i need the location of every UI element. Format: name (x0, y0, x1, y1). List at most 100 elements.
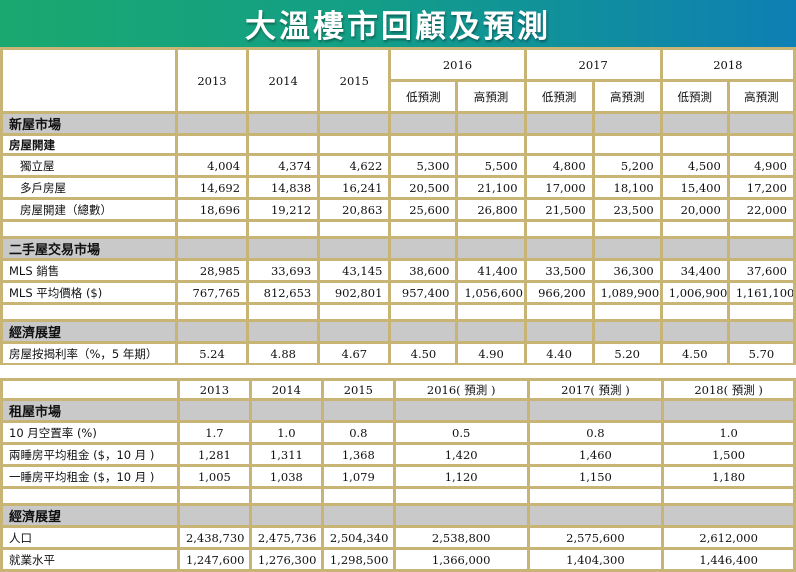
year-header: 2014 (251, 381, 321, 398)
table-cell: 37,600 (729, 261, 793, 280)
forecast-subheader-row: 低預測 高預測 低預測 高預測 低預測 高預測 (3, 82, 793, 111)
table-cell: 43,145 (320, 261, 389, 280)
table-cell: 5.24 (177, 344, 247, 363)
table-cell: 1,005 (179, 467, 249, 486)
section-header-row: 二手屋交易市場 (3, 239, 793, 258)
table-cell: 1,120 (395, 467, 527, 486)
year-header: 2018 (662, 50, 793, 79)
year-header: 2013 (177, 50, 247, 111)
table-cell: 25,600 (391, 200, 456, 219)
table-cell: 2,438,730 (179, 528, 249, 547)
page-title: 大溫樓市回顧及預測 (245, 9, 551, 45)
year-header: 2017( 預測 ) (529, 381, 662, 398)
group-header-row: 房屋開建 (3, 136, 793, 153)
table-row: 房屋開建（總數） 18,696 19,212 20,863 25,600 26,… (3, 200, 793, 219)
table-cell: 23,500 (594, 200, 660, 219)
table-cell: 18,696 (177, 200, 247, 219)
table-cell: 0.8 (529, 423, 662, 442)
year-header-row: 2013 2014 2015 2016 2017 2018 (3, 50, 793, 111)
table-cell: 20,000 (662, 200, 727, 219)
year-header: 2013 (179, 381, 249, 398)
table-cell: 2,612,000 (664, 528, 793, 547)
section-header-row: 經濟展望 (3, 322, 793, 341)
section-title: 新屋市場 (3, 114, 175, 133)
table-cell: 14,838 (249, 178, 318, 197)
table-cell: 5,200 (594, 156, 660, 175)
table-cell: 18,100 (594, 178, 660, 197)
table-cell: 2,575,600 (529, 528, 662, 547)
table-cell: 4.88 (249, 344, 318, 363)
table-cell: 1.7 (179, 423, 249, 442)
table-cell: 15,400 (662, 178, 727, 197)
table-cell: 1,150 (529, 467, 662, 486)
section-header-row: 經濟展望 (3, 506, 793, 525)
table-row: 就業水平 1,247,600 1,276,300 1,298,500 1,366… (3, 550, 793, 569)
row-label: 兩睡房平均租金 ($，10 月 ) (3, 445, 177, 464)
table-cell: 14,692 (177, 178, 247, 197)
table-cell: 4.40 (526, 344, 592, 363)
table-cell: 957,400 (391, 283, 456, 302)
table-cell: 4,622 (320, 156, 389, 175)
table-cell: 812,653 (249, 283, 318, 302)
row-label: 人口 (3, 528, 177, 547)
table-cell: 34,400 (662, 261, 727, 280)
table-cell: 1,089,900 (594, 283, 660, 302)
table-cell: 966,200 (526, 283, 592, 302)
table-row: 獨立屋 4,004 4,374 4,622 5,300 5,500 4,800 … (3, 156, 793, 175)
table-cell: 1,180 (664, 467, 793, 486)
year-header: 2015 (320, 50, 389, 111)
year-header: 2017 (526, 50, 660, 79)
table-cell: 38,600 (391, 261, 456, 280)
year-header: 2018( 預測 ) (664, 381, 793, 398)
high-forecast-header: 高預測 (594, 82, 660, 111)
table-cell: 1,298,500 (323, 550, 393, 569)
table-cell: 1,038 (251, 467, 321, 486)
table-cell: 0.8 (323, 423, 393, 442)
row-label: 多戶房屋 (3, 178, 175, 197)
table-cell: 16,241 (320, 178, 389, 197)
section-title: 租屋市場 (3, 401, 177, 420)
table-cell: 2,504,340 (323, 528, 393, 547)
high-forecast-header: 高預測 (729, 82, 793, 111)
table-cell: 1,368 (323, 445, 393, 464)
table-cell: 5,300 (391, 156, 456, 175)
section-title: 二手屋交易市場 (3, 239, 175, 258)
spacer-row (3, 222, 793, 236)
table-row: 一睡房平均租金 ($，10 月 ) 1,005 1,038 1,079 1,12… (3, 467, 793, 486)
table-cell: 0.5 (395, 423, 527, 442)
spacer-row (3, 305, 793, 319)
table-cell: 5.70 (729, 344, 793, 363)
table-cell: 4,900 (729, 156, 793, 175)
table-cell: 4.67 (320, 344, 389, 363)
table-cell: 2,538,800 (395, 528, 527, 547)
low-forecast-header: 低預測 (662, 82, 727, 111)
table-row: 兩睡房平均租金 ($，10 月 ) 1,281 1,311 1,368 1,42… (3, 445, 793, 464)
table-cell: 1.0 (251, 423, 321, 442)
table-cell: 5.20 (594, 344, 660, 363)
header-corner (3, 381, 177, 398)
table-cell: 1,276,300 (251, 550, 321, 569)
table-cell: 4.50 (662, 344, 727, 363)
table-row: 多戶房屋 14,692 14,838 16,241 20,500 21,100 … (3, 178, 793, 197)
year-header: 2014 (249, 50, 318, 111)
table-cell: 1,500 (664, 445, 793, 464)
table-cell: 1,366,000 (395, 550, 527, 569)
year-header-row: 2013 2014 2015 2016( 預測 ) 2017( 預測 ) 201… (3, 381, 793, 398)
table-cell: 4,500 (662, 156, 727, 175)
table-cell: 2,475,736 (251, 528, 321, 547)
low-forecast-header: 低預測 (391, 82, 456, 111)
table-cell: 1,420 (395, 445, 527, 464)
table-cell: 41,400 (458, 261, 524, 280)
table-cell: 21,100 (458, 178, 524, 197)
table-cell: 21,500 (526, 200, 592, 219)
table-cell: 5,500 (458, 156, 524, 175)
year-header: 2016 (391, 50, 524, 79)
row-label: MLS 平均價格 ($) (3, 283, 175, 302)
table-cell: 26,800 (458, 200, 524, 219)
table-cell: 1,247,600 (179, 550, 249, 569)
table-cell: 17,200 (729, 178, 793, 197)
group-title: 房屋開建 (3, 136, 175, 153)
table-row: 10 月空置率 (%) 1.7 1.0 0.8 0.5 0.8 1.0 (3, 423, 793, 442)
table-cell: 1.0 (664, 423, 793, 442)
table-cell: 1,006,900 (662, 283, 727, 302)
